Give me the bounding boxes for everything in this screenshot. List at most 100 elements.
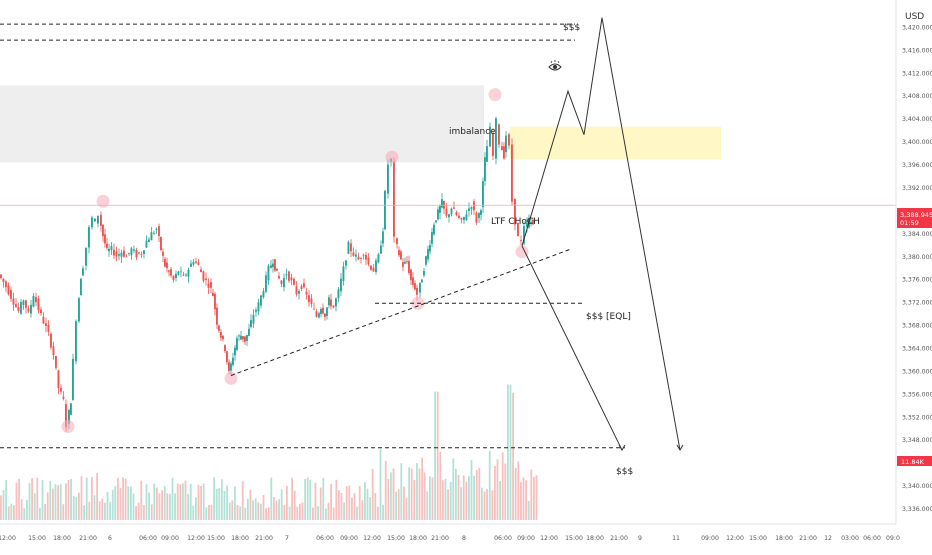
candle-body	[228, 362, 230, 372]
time-axis: 12:00 15:00 18:00 21:00 6 06:00 09:00 12:00 15:0…	[0, 535, 900, 542]
volume-bar	[421, 457, 423, 520]
volume-bar	[111, 489, 114, 520]
candle-body	[293, 278, 295, 285]
candle-body	[330, 299, 332, 307]
candle-body	[115, 251, 118, 257]
candle-body	[402, 262, 404, 267]
time-tick: 21:00	[431, 535, 449, 542]
volume-bar	[231, 500, 234, 520]
candle-body	[492, 132, 494, 156]
time-tick: 03:00	[841, 535, 859, 542]
candle-body	[305, 291, 308, 295]
volume-bar	[444, 478, 447, 520]
volume-bar	[106, 491, 109, 520]
volume-bar	[501, 452, 504, 520]
volume-bar	[189, 484, 192, 520]
candle-body	[133, 249, 135, 251]
candle-body	[463, 216, 465, 221]
volume-bar	[494, 465, 496, 520]
volume-bar	[23, 508, 26, 520]
volume-bar	[462, 475, 465, 520]
candle-body	[501, 146, 503, 151]
candle-body	[326, 307, 328, 316]
candle-body	[270, 265, 272, 268]
candle-body	[42, 316, 45, 324]
candle-body	[88, 227, 90, 248]
swing-markers	[61, 88, 529, 434]
volume-bar	[364, 482, 366, 520]
candle-body	[120, 252, 123, 257]
volume-bar	[423, 472, 426, 520]
price-tick: 3,360.000	[902, 368, 932, 375]
time-tick: 09:00	[517, 535, 535, 542]
volume-bar	[507, 384, 509, 520]
candle-body	[439, 205, 441, 213]
candle-body	[315, 311, 318, 317]
candle-body	[313, 308, 315, 310]
volume-bar	[304, 479, 306, 520]
volume-bar	[270, 477, 273, 520]
volume-bar	[408, 467, 410, 520]
candle-body	[0, 274, 2, 278]
price-tick: 3,348.000	[902, 437, 932, 444]
candle-body	[158, 226, 160, 236]
candle-body	[72, 358, 74, 400]
time-tick: 7	[285, 535, 289, 542]
volume-bar	[343, 502, 345, 520]
candle-body	[216, 307, 218, 325]
candle-body	[310, 298, 313, 304]
candle-body	[5, 281, 7, 288]
candle-body	[423, 271, 425, 276]
candle-body	[118, 254, 120, 256]
candle-body	[520, 240, 522, 241]
candle-body	[431, 232, 433, 244]
volume-bar	[114, 486, 117, 520]
volume-bar	[163, 486, 166, 520]
volume-bar	[299, 503, 301, 520]
candle-body	[280, 280, 283, 284]
candle-body	[143, 250, 145, 254]
candle-body	[295, 286, 298, 295]
candle-body	[166, 262, 168, 269]
volume-bar	[517, 461, 520, 520]
eye-icon[interactable]	[548, 60, 562, 71]
volume-bar	[416, 463, 418, 520]
volume-bar	[140, 480, 143, 520]
price-tick: 3,412.000	[902, 70, 932, 77]
candle-body	[372, 267, 375, 272]
volume-bar	[62, 504, 65, 520]
volume-bar	[20, 499, 23, 520]
volume-bar	[65, 483, 67, 520]
candle-body	[458, 215, 460, 218]
candle-body	[27, 308, 30, 312]
candle-body	[102, 224, 104, 237]
volume-bar	[179, 484, 182, 520]
volume-bar	[527, 500, 530, 520]
candle-body	[340, 278, 342, 292]
candle-body	[377, 254, 380, 263]
volume-bar	[470, 460, 473, 520]
projection-path	[521, 17, 681, 451]
volume-bar	[33, 493, 36, 520]
candle-body	[164, 258, 166, 267]
candle-body	[202, 271, 205, 281]
volume-bar	[286, 485, 288, 520]
candle-body	[2, 278, 5, 283]
candle-body	[523, 226, 525, 244]
candle-body	[283, 277, 285, 288]
time-tick: 06:00	[494, 535, 512, 542]
volume-bar	[288, 506, 291, 520]
candle-body	[480, 210, 482, 215]
time-tick: 12:00	[540, 535, 558, 542]
price-tick: 3,408.000	[902, 93, 932, 100]
candle-body	[232, 357, 234, 365]
candle-body	[322, 307, 324, 314]
candle-body	[150, 232, 153, 241]
candle-body	[335, 298, 337, 307]
swing-marker	[96, 194, 110, 208]
time-tick: 21:00	[255, 535, 273, 542]
candle-body	[427, 249, 429, 260]
candle-body	[421, 279, 423, 283]
